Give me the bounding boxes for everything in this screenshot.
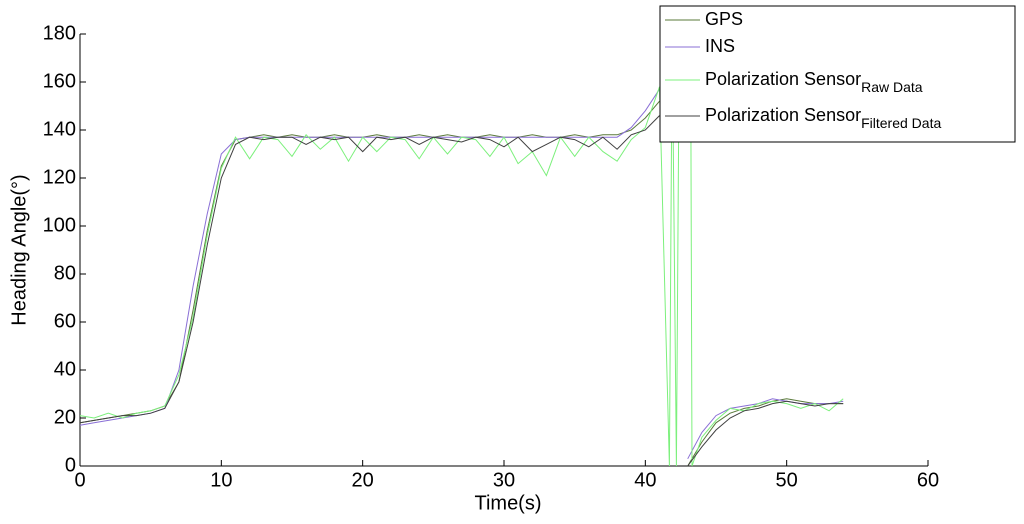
y-tick-label: 60 <box>54 310 76 332</box>
y-tick-label: 40 <box>54 358 76 380</box>
x-tick-label: 60 <box>917 469 939 491</box>
y-tick-label: 160 <box>43 70 76 92</box>
x-tick-label: 10 <box>210 469 232 491</box>
y-tick-label: 100 <box>43 214 76 236</box>
y-tick-label: 80 <box>54 262 76 284</box>
legend-name: Polarization Sensor <box>705 69 861 89</box>
legend-label: Polarization SensorFiltered Data <box>705 105 941 131</box>
x-tick-label: 20 <box>352 469 374 491</box>
x-tick-label: 0 <box>74 469 85 491</box>
legend-label: INS <box>705 36 735 56</box>
legend-subscript: Raw Data <box>861 79 923 95</box>
series-line <box>79 100 844 467</box>
x-tick-label: 40 <box>634 469 656 491</box>
legend-box <box>659 5 1016 143</box>
series-line <box>79 88 844 460</box>
x-tick-label: 50 <box>776 469 798 491</box>
x-axis-label: Time(s) <box>474 492 541 514</box>
legend-name: GPS <box>705 9 743 29</box>
y-tick-label: 140 <box>43 118 76 140</box>
y-axis-label: Heading Angle(°) <box>8 174 30 325</box>
y-tick-label: 180 <box>43 22 76 44</box>
y-tick-label: 120 <box>43 166 76 188</box>
y-tick-label: 20 <box>54 406 76 428</box>
series-line <box>79 115 844 467</box>
legend-subscript: Filtered Data <box>861 115 941 131</box>
y-tick-label: 0 <box>65 454 76 476</box>
legend-name: Polarization Sensor <box>705 105 861 125</box>
legend-label: GPS <box>705 9 743 29</box>
x-tick-label: 30 <box>493 469 515 491</box>
legend-label: Polarization SensorRaw Data <box>705 69 923 95</box>
legend-name: INS <box>705 36 735 56</box>
series-line <box>79 33 844 467</box>
